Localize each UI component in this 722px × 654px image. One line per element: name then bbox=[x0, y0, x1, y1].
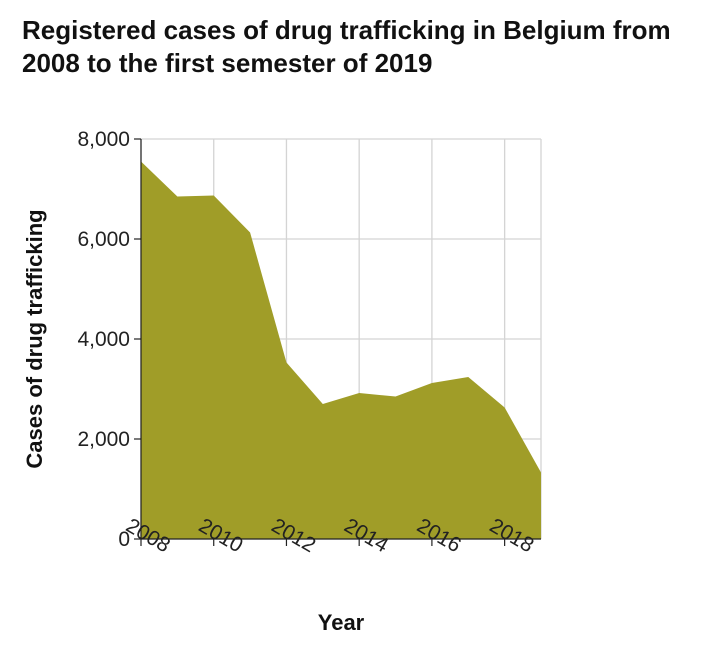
y-tick-label: 6,000 bbox=[77, 228, 130, 251]
y-tick-label: 4,000 bbox=[77, 328, 130, 351]
y-tick-label: 8,000 bbox=[77, 128, 130, 151]
y-tick-label: 2,000 bbox=[77, 428, 130, 451]
y-axis-title: Cases of drug trafficking bbox=[22, 209, 47, 468]
chart-title: Registered cases of drug trafficking in … bbox=[22, 15, 671, 78]
y-tick-label: 0 bbox=[118, 528, 130, 551]
area-series bbox=[141, 161, 541, 539]
x-axis-title: Year bbox=[318, 610, 365, 635]
y-axis-ticks: 0 2,000 4,000 6,000 8,000 bbox=[77, 128, 141, 551]
